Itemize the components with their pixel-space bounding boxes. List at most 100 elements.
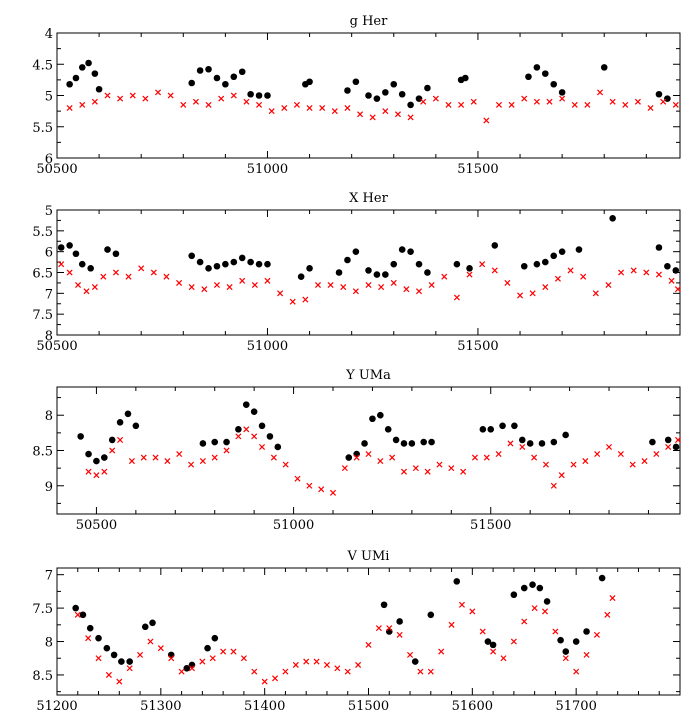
- data-point-cross: [369, 114, 376, 121]
- plot-frame: [56, 386, 681, 515]
- data-point-dot: [520, 262, 528, 270]
- data-point-cross: [479, 628, 486, 635]
- data-point-cross: [470, 98, 477, 105]
- data-point-cross: [400, 468, 408, 475]
- data-point-cross: [306, 104, 313, 112]
- data-point-cross: [438, 648, 445, 655]
- series-filled-circle: [77, 401, 680, 465]
- data-point-dot: [112, 250, 120, 258]
- data-point-cross: [199, 658, 206, 665]
- data-point-cross: [570, 461, 577, 468]
- data-point-dot: [242, 401, 250, 408]
- data-point-dot: [183, 664, 191, 672]
- data-point-dot: [77, 433, 84, 440]
- data-point-cross: [552, 628, 559, 635]
- data-point-cross: [75, 281, 82, 289]
- data-point-cross: [517, 292, 524, 299]
- data-point-dot: [583, 628, 590, 635]
- data-point-dot: [126, 658, 133, 665]
- data-point-dot: [95, 85, 103, 93]
- data-point-cross: [507, 440, 514, 447]
- data-point-dot: [199, 440, 207, 447]
- data-point-cross: [531, 454, 538, 461]
- data-point-dot: [562, 431, 569, 439]
- data-point-dot: [230, 73, 238, 81]
- data-point-dot: [672, 267, 680, 274]
- data-point-cross: [281, 104, 288, 112]
- data-point-cross: [243, 426, 250, 433]
- data-point-dot: [306, 265, 313, 272]
- data-point-cross: [66, 269, 73, 276]
- data-point-dot: [424, 269, 431, 276]
- data-point-cross: [109, 447, 116, 454]
- data-point-dot: [529, 581, 536, 589]
- data-point-cross: [510, 638, 517, 645]
- data-point-cross: [101, 468, 108, 475]
- data-point-dot: [188, 661, 196, 669]
- data-point-dot: [85, 450, 92, 458]
- data-point-cross: [448, 465, 455, 472]
- panel-2: Y UMa 50500 51000 51500 8 8.5 9: [32, 368, 682, 533]
- data-point-dot: [258, 422, 266, 430]
- data-point-dot: [93, 457, 100, 465]
- y-tick-label: 8: [45, 636, 53, 651]
- data-point-dot: [479, 426, 487, 433]
- data-point-cross: [375, 625, 382, 632]
- y-tick-label: 5: [45, 90, 53, 105]
- data-point-cross: [251, 668, 258, 675]
- data-point-cross: [282, 668, 289, 675]
- data-point-dot: [562, 648, 570, 655]
- data-point-dot: [205, 265, 212, 272]
- data-point-cross: [436, 461, 443, 468]
- data-point-dot: [352, 248, 360, 255]
- data-point-cross: [665, 443, 672, 450]
- data-point-cross: [142, 95, 149, 102]
- data-point-cross: [91, 98, 98, 105]
- data-point-dot: [420, 438, 428, 446]
- data-point-cross: [386, 625, 393, 632]
- data-point-dot: [205, 65, 212, 73]
- panel-title: V UMi: [347, 549, 390, 564]
- data-point-dot: [101, 454, 108, 461]
- data-point-cross: [138, 265, 145, 272]
- data-point-dot: [223, 438, 230, 446]
- data-point-dot: [78, 64, 86, 71]
- series-cross: [85, 426, 682, 496]
- data-point-dot: [380, 601, 388, 609]
- data-point-dot: [384, 426, 392, 433]
- data-point-cross: [140, 454, 147, 461]
- data-point-dot: [118, 658, 125, 665]
- data-point-cross: [168, 655, 175, 662]
- data-point-cross: [293, 101, 300, 108]
- data-point-dot: [222, 260, 229, 268]
- data-point-cross: [582, 458, 589, 465]
- data-point-cross: [85, 468, 92, 475]
- data-point-cross: [643, 269, 650, 276]
- data-point-dot: [398, 90, 406, 98]
- data-point-dot: [572, 638, 580, 645]
- data-point-cross: [344, 668, 351, 675]
- data-point-dot: [541, 70, 549, 77]
- data-point-cross: [137, 651, 144, 658]
- data-point-cross: [226, 284, 233, 291]
- data-point-cross: [420, 98, 427, 105]
- x-tick-label: 51500: [470, 518, 511, 533]
- data-point-cross: [188, 665, 196, 672]
- data-point-dot: [400, 440, 408, 447]
- x-tick-label: 51500: [457, 339, 498, 354]
- data-point-cross: [396, 631, 403, 638]
- data-point-cross: [466, 271, 473, 278]
- data-point-dot: [86, 624, 94, 632]
- data-point-cross: [157, 645, 164, 652]
- x-tick-label: 51000: [247, 162, 288, 177]
- data-point-dot: [373, 95, 381, 102]
- data-point-cross: [199, 458, 206, 465]
- data-point-cross: [240, 655, 247, 662]
- data-point-dot: [132, 422, 140, 430]
- data-point-dot: [390, 80, 398, 88]
- data-point-cross: [329, 489, 337, 496]
- data-point-cross: [573, 668, 580, 675]
- data-point-dot: [598, 574, 606, 582]
- y-tick-label: 4.5: [32, 58, 53, 73]
